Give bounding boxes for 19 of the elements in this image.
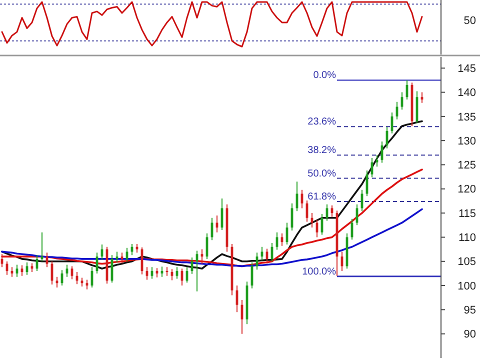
y-tick-label: 105 [458,256,476,268]
y-tick-label: 115 [458,208,476,220]
annotation: 38.2% [308,145,336,156]
y-tick-label: 110 [458,232,476,244]
annotation: 0.0% [313,70,336,82]
annotation: 50.0% [308,168,336,180]
annotation: 100.0% [302,266,336,278]
y-tick-label: 145 [458,62,476,75]
annotation: 23.6% [308,116,336,128]
annotation: 61.8% [308,191,336,202]
text: 50 [464,14,476,27]
y-tick-label: 140 [458,87,476,100]
y-tick-label: 125 [458,160,476,172]
y-tick-label: 95 [464,304,476,317]
y-tick-label: 135 [458,111,476,124]
y-tick-label: 130 [458,135,476,148]
y-tick-label: 90 [464,328,476,341]
y-tick-label: 100 [458,280,476,292]
y-tick-label: 120 [458,184,476,196]
